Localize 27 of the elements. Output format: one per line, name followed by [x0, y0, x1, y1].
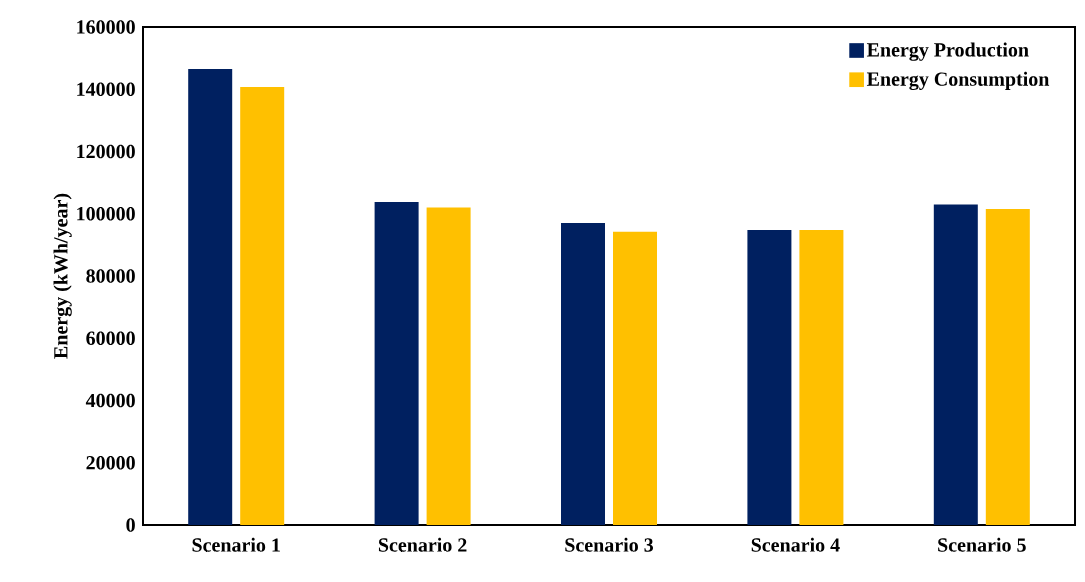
legend-label: Energy Consumption — [866, 71, 1050, 91]
y-tick-label: 140000 — [77, 82, 135, 96]
legend-label: Energy Production — [866, 42, 1029, 61]
y-tick-label: 60000 — [86, 331, 135, 345]
bar — [985, 209, 1030, 525]
bar — [426, 207, 471, 525]
y-tick-label: 160000 — [77, 20, 135, 34]
bar — [240, 87, 285, 525]
y-tick-label: 80000 — [86, 269, 135, 283]
bar — [799, 229, 844, 525]
bar — [188, 69, 233, 525]
y-tick-label: 20000 — [86, 456, 135, 470]
x-tick-label: Scenario 1 — [192, 537, 280, 552]
y-tick-label: 0 — [126, 518, 135, 532]
bar — [374, 201, 419, 525]
y-tick-label: 100000 — [77, 207, 135, 221]
x-tick-label: Scenario 4 — [751, 537, 840, 552]
bar — [561, 223, 605, 525]
y-axis-title: Energy (kWh/year) — [53, 193, 72, 359]
bar — [613, 231, 658, 525]
x-tick-label: Scenario 3 — [565, 537, 654, 552]
bar — [933, 204, 978, 525]
x-tick-label: Scenario 2 — [378, 537, 467, 552]
bar — [747, 229, 792, 525]
y-tick-label: 40000 — [85, 393, 135, 408]
x-tick-label: Scenario 5 — [938, 537, 1026, 552]
y-tick-label: 120000 — [77, 144, 135, 159]
